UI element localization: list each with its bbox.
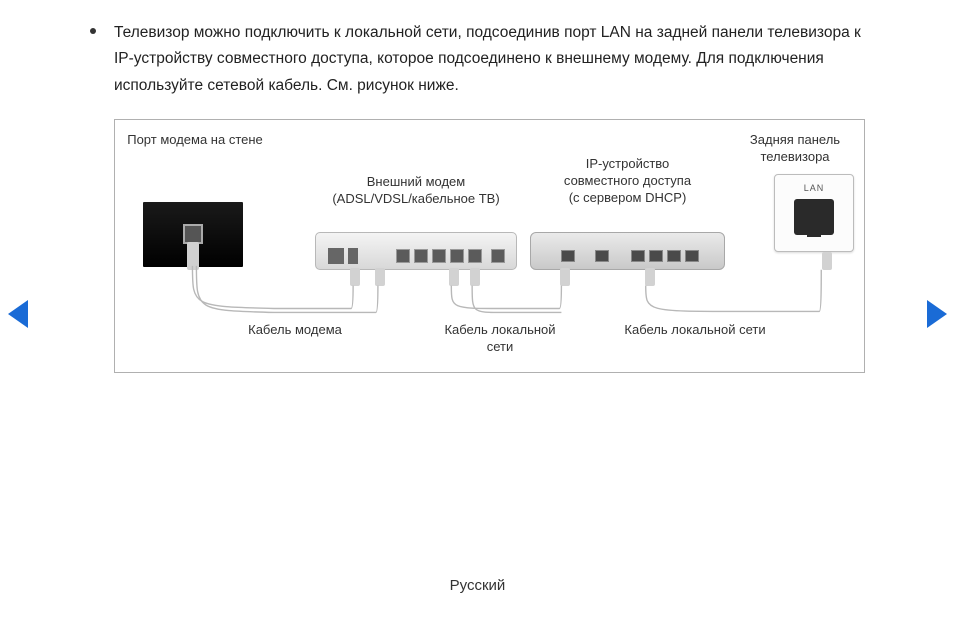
cable-lan2-label: Кабель локальной сети [600,322,790,339]
router-label-line2: совместного доступа [564,173,691,188]
next-page-arrow[interactable] [927,300,947,328]
lan-port-label: LAN [775,183,853,193]
router-graphic [530,232,725,270]
paragraph-text: Телевизор можно подключить к локальной с… [114,20,865,99]
wall-jack [183,224,203,244]
modem-label-line1: Внешний модем [367,174,465,189]
tv-panel-label: Задняя панель телевизора [730,132,860,166]
tv-label-line2: телевизора [760,149,829,164]
bullet-paragraph: Телевизор можно подключить к локальной с… [90,20,865,99]
modem-graphic [315,232,517,270]
modem-label-line2: (ADSL/VDSL/кабельное ТВ) [332,191,499,206]
router-plug-in [560,268,570,286]
tv-plug [822,252,832,270]
wall-plug [187,242,199,270]
lan-port-icon [794,199,834,235]
router-plug-out [645,268,655,286]
cable-lan1-label: Кабель локальной сети [415,322,585,356]
modem-label: Внешний модем (ADSL/VDSL/кабельное ТВ) [307,174,525,208]
bullet-icon [90,28,96,34]
modem-plug-right [375,268,385,286]
cable-modem-label: Кабель модема [225,322,365,339]
router-label: IP-устройство совместного доступа (с сер… [530,156,725,207]
wall-plate-graphic [143,202,243,267]
page-language-footer: Русский [0,577,955,594]
wall-port-label: Порт модема на стене [125,132,265,149]
router-label-line3: (с сервером DHCP) [569,190,687,205]
tv-back-panel: LAN [774,174,854,252]
modem-plug-out2 [470,268,480,286]
modem-plug-left [350,268,360,286]
tv-label-line1: Задняя панель [750,132,840,147]
router-label-line1: IP-устройство [586,156,670,171]
connection-diagram: Порт модема на стене Внешний модем (ADSL… [114,119,865,373]
prev-page-arrow[interactable] [8,300,28,328]
modem-plug-out1 [449,268,459,286]
page-content: Телевизор можно подключить к локальной с… [0,0,955,373]
